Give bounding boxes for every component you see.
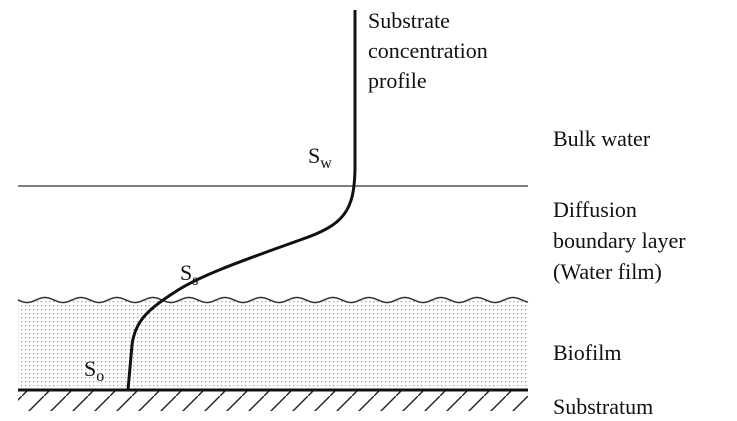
zone-label: Bulk water: [553, 126, 651, 151]
zone-label: Diffusion: [553, 197, 637, 222]
zone-label: boundary layer: [553, 228, 686, 253]
biofilm-area: [18, 297, 528, 390]
curve-label: concentration: [368, 38, 488, 63]
zone-label: Substratum: [553, 394, 653, 419]
curve-label: profile: [368, 68, 427, 93]
point-label: Sw: [308, 143, 332, 172]
zone-label: Biofilm: [553, 340, 621, 365]
biofilm-surface: [17, 296, 529, 304]
curve-label: Substrate: [368, 8, 450, 33]
concentration-curve: [126, 10, 357, 391]
substratum-hatch: [18, 391, 528, 411]
zone-label: (Water film): [553, 259, 662, 284]
point-label: So: [84, 356, 104, 385]
point-label: Ss: [180, 260, 198, 289]
